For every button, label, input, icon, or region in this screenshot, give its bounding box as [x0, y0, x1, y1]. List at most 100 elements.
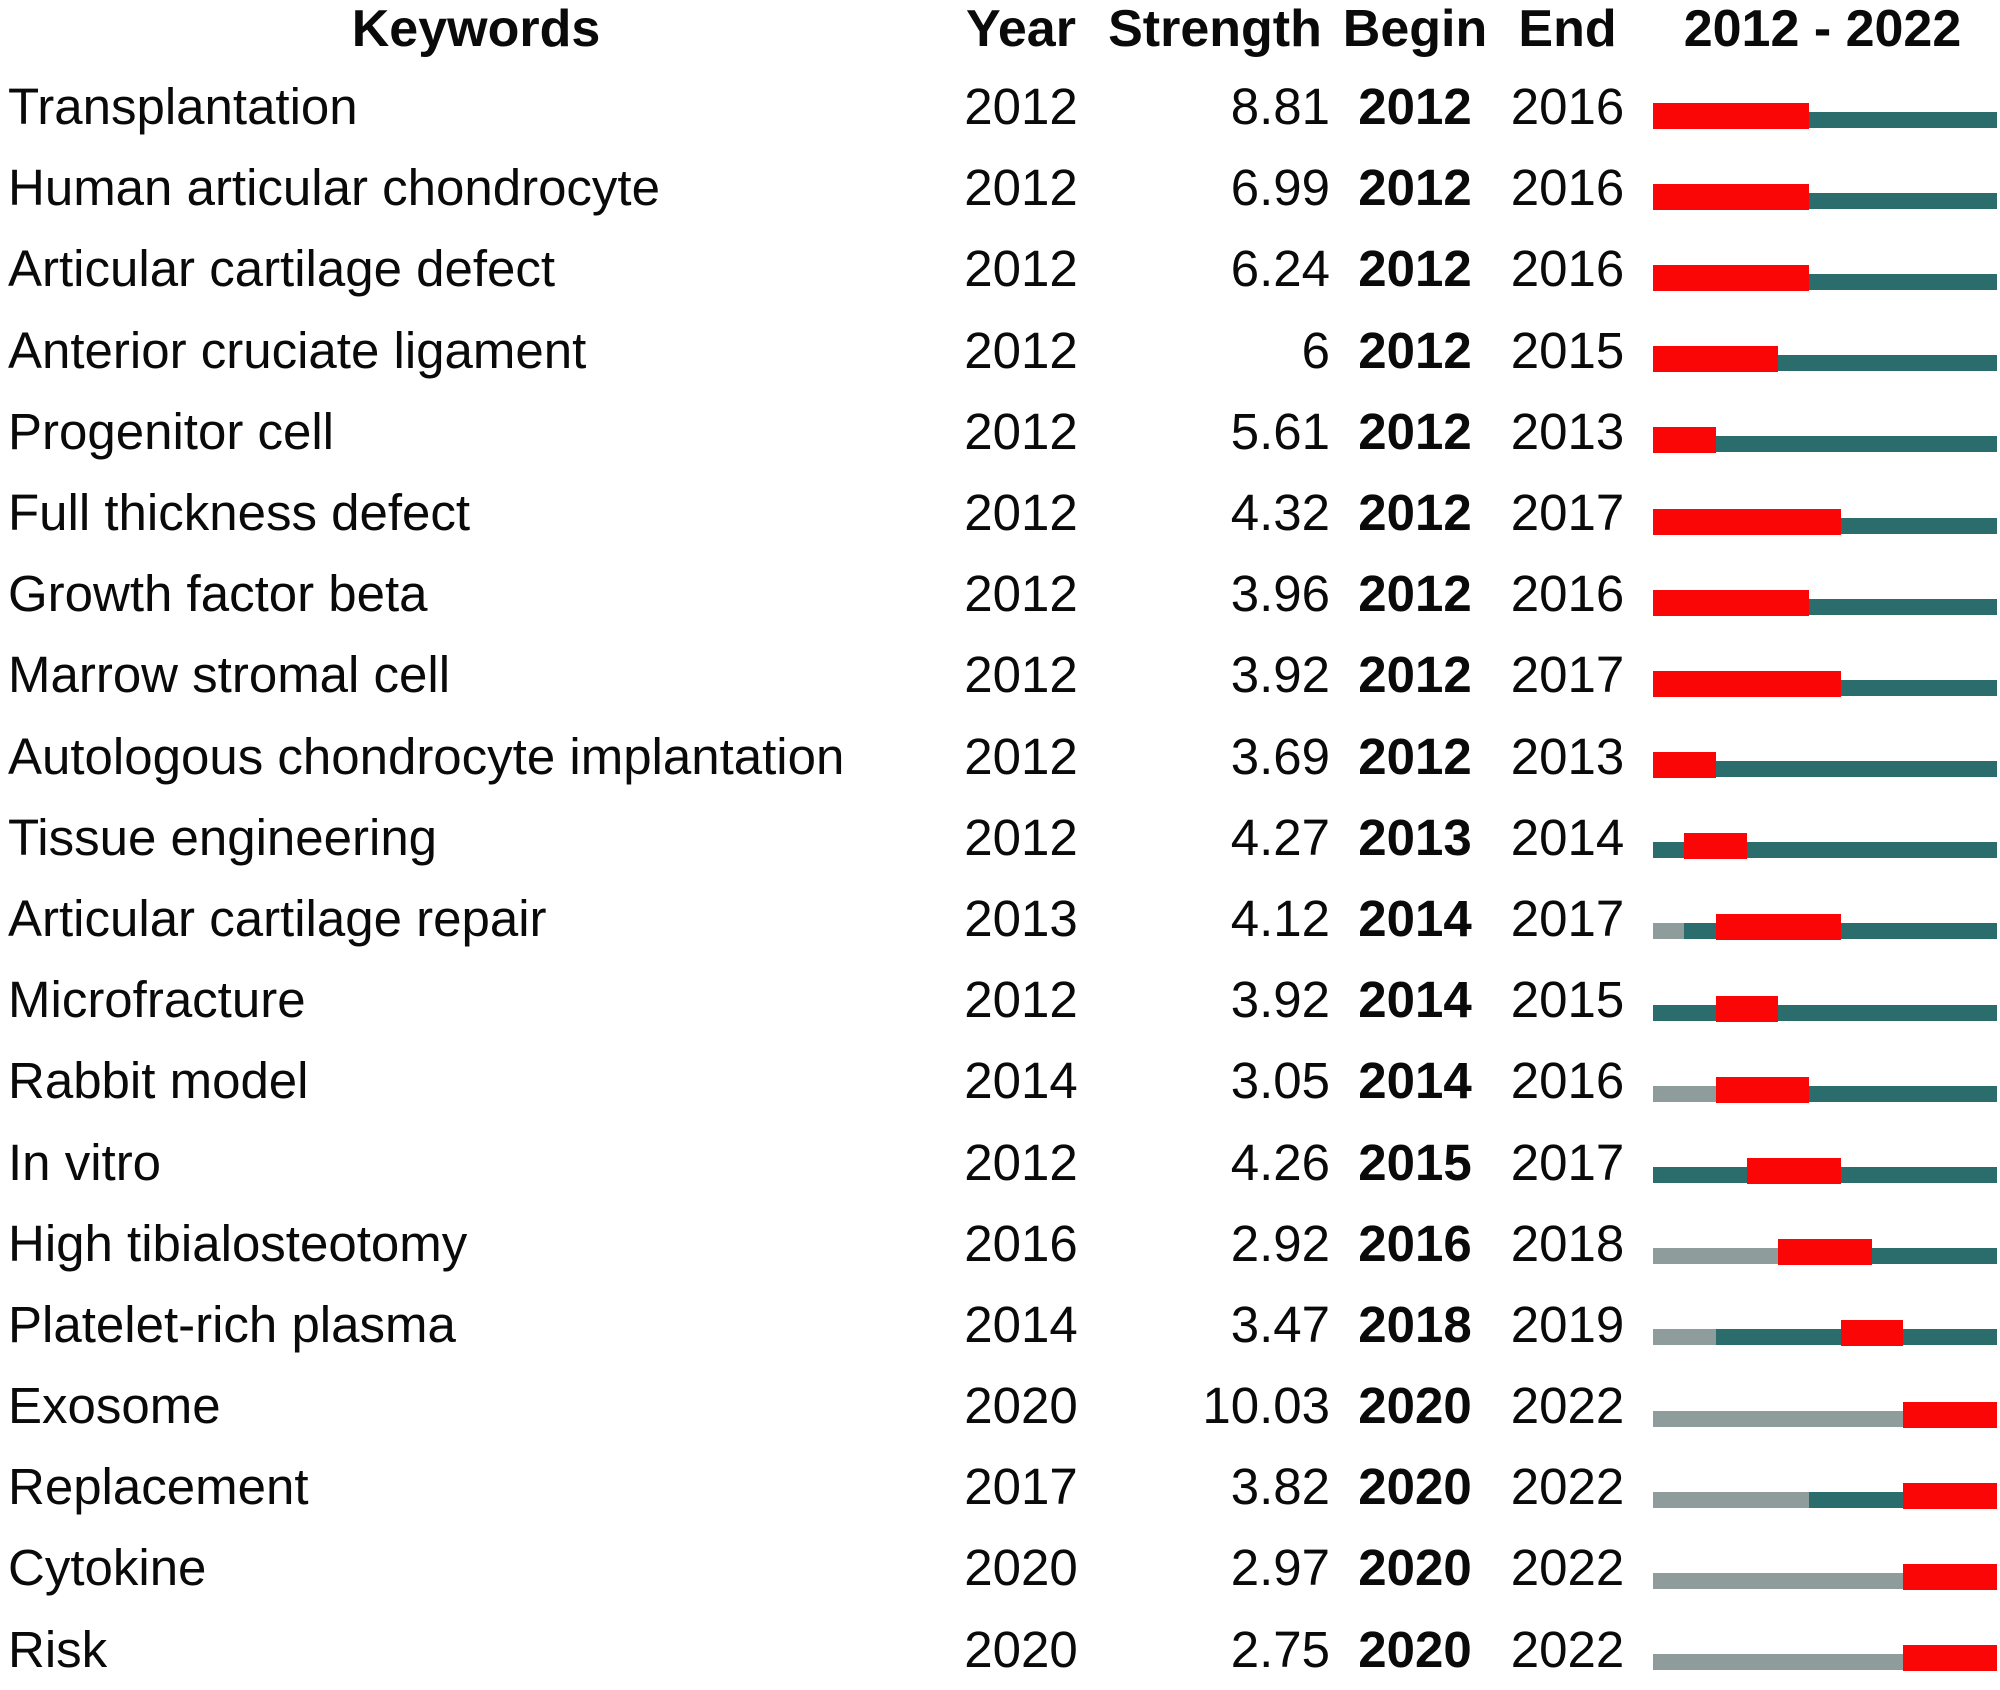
- table-row: Autologous chondrocyte implantation 2012 3…: [0, 716, 2000, 797]
- table-row: Progenitor cell 2012 5.61 2012 2013: [0, 391, 2000, 472]
- begin-cell: 2014: [1358, 889, 1472, 947]
- keyword-cell: Replacement: [8, 1458, 309, 1516]
- year-cell: 2012: [964, 808, 1078, 866]
- table-row: Rabbit model 2014 3.05 2014 2016: [0, 1040, 2000, 1121]
- keyword-cell: Articular cartilage defect: [8, 240, 556, 298]
- year-cell: 2012: [964, 484, 1078, 542]
- timeline-cell: [1645, 634, 2000, 715]
- year-cell: 2012: [964, 402, 1078, 460]
- strength-cell: 10.03: [1202, 1377, 1330, 1435]
- column-header-begin: Begin: [1342, 0, 1488, 58]
- burst-segment-red: [1840, 1320, 1904, 1347]
- keyword-cell: Growth factor beta: [8, 565, 428, 623]
- keyword-cell: Cytokine: [8, 1539, 207, 1597]
- year-cell: 2020: [964, 1539, 1078, 1597]
- burst-segment-red: [1653, 508, 1841, 535]
- keyword-cell: In vitro: [8, 1133, 162, 1191]
- year-cell: 2012: [964, 565, 1078, 623]
- begin-cell: 2014: [1358, 971, 1472, 1029]
- table-row: Microfracture 2012 3.92 2014 2015: [0, 959, 2000, 1040]
- burst-timeline-bar: [1653, 1158, 1997, 1185]
- year-cell: 2012: [964, 159, 1078, 217]
- end-cell: 2015: [1510, 971, 1625, 1029]
- end-cell: 2013: [1510, 402, 1625, 460]
- burst-segment-red: [1653, 752, 1716, 779]
- timeline-cell: [1645, 1284, 2000, 1365]
- table-row: Exosome 2020 10.03 2020 2022: [0, 1365, 2000, 1446]
- end-cell: 2016: [1510, 159, 1625, 217]
- strength-cell: 6: [1301, 321, 1330, 379]
- end-cell: 2016: [1510, 1052, 1625, 1110]
- column-header-year: Year: [966, 0, 1076, 58]
- end-cell: 2015: [1510, 321, 1625, 379]
- burst-timeline-bar: [1653, 1401, 1997, 1428]
- year-cell: 2012: [964, 727, 1078, 785]
- keyword-cell: Progenitor cell: [8, 402, 334, 460]
- keyword-cell: Autologous chondrocyte implantation: [8, 727, 845, 785]
- burst-timeline-bar: [1653, 183, 1997, 210]
- active-segment-teal: [1653, 1167, 1747, 1184]
- keyword-cell: High tibialosteotomy: [8, 1214, 468, 1272]
- end-cell: 2022: [1510, 1458, 1625, 1516]
- burst-timeline-bar: [1653, 670, 1997, 697]
- strength-cell: 3.05: [1230, 1052, 1330, 1110]
- year-cell: 2013: [964, 889, 1078, 947]
- burst-segment-red: [1653, 102, 1810, 129]
- end-cell: 2017: [1510, 1133, 1625, 1191]
- year-cell: 2014: [964, 1052, 1078, 1110]
- table-body: Transplantation 2012 8.81 2012 2016 Human art…: [0, 66, 2000, 1690]
- active-segment-teal: [1778, 1004, 1997, 1021]
- begin-cell: 2015: [1358, 1133, 1472, 1191]
- timeline-cell: [1645, 878, 2000, 959]
- timeline-cell: [1645, 1203, 2000, 1284]
- begin-cell: 2018: [1358, 1295, 1472, 1353]
- table-row: High tibialosteotomy 2016 2.92 2016 2018: [0, 1203, 2000, 1284]
- begin-cell: 2012: [1358, 565, 1472, 623]
- burst-segment-red: [1653, 346, 1779, 373]
- strength-cell: 6.99: [1230, 159, 1330, 217]
- year-cell: 2014: [964, 1295, 1078, 1353]
- strength-cell: 6.24: [1230, 240, 1330, 298]
- begin-cell: 2020: [1358, 1539, 1472, 1597]
- begin-cell: 2012: [1358, 727, 1472, 785]
- burst-timeline-bar: [1653, 589, 1997, 616]
- begin-cell: 2012: [1358, 484, 1472, 542]
- active-segment-teal: [1809, 192, 1997, 209]
- end-cell: 2017: [1510, 646, 1625, 704]
- begin-cell: 2013: [1358, 808, 1472, 866]
- pre-segment-gray: [1653, 1654, 1904, 1671]
- end-cell: 2022: [1510, 1377, 1625, 1435]
- active-segment-teal: [1840, 679, 1997, 696]
- table-row: Human articular chondrocyte 2012 6.99 2012 2…: [0, 147, 2000, 228]
- active-segment-teal: [1840, 923, 1997, 940]
- active-segment-teal: [1715, 1329, 1841, 1346]
- timeline-cell: [1645, 553, 2000, 634]
- timeline-cell: [1645, 228, 2000, 309]
- burst-segment-red: [1715, 914, 1841, 941]
- pre-segment-gray: [1653, 1491, 1810, 1508]
- burst-segment-red: [1746, 1158, 1841, 1185]
- table-row: Risk 2020 2.75 2020 2022: [0, 1609, 2000, 1690]
- table-row: Marrow stromal cell 2012 3.92 2012 2017: [0, 634, 2000, 715]
- end-cell: 2014: [1510, 808, 1625, 866]
- keyword-cell: Rabbit model: [8, 1052, 309, 1110]
- pre-segment-gray: [1653, 1410, 1904, 1427]
- burst-timeline-bar: [1653, 752, 1997, 779]
- end-cell: 2022: [1510, 1620, 1625, 1678]
- keyword-cell: Platelet-rich plasma: [8, 1295, 456, 1353]
- burst-segment-red: [1653, 264, 1810, 291]
- active-segment-teal: [1653, 1004, 1716, 1021]
- strength-cell: 5.61: [1230, 402, 1330, 460]
- strength-cell: 3.92: [1230, 971, 1330, 1029]
- begin-cell: 2012: [1358, 646, 1472, 704]
- pre-segment-gray: [1653, 1329, 1716, 1346]
- active-segment-teal: [1840, 1167, 1997, 1184]
- burst-timeline-bar: [1653, 346, 1997, 373]
- active-segment-teal: [1715, 436, 1997, 453]
- active-segment-teal: [1871, 1248, 1997, 1265]
- year-cell: 2017: [964, 1458, 1078, 1516]
- end-cell: 2013: [1510, 727, 1625, 785]
- keyword-cell: Articular cartilage repair: [8, 889, 547, 947]
- year-cell: 2012: [964, 321, 1078, 379]
- year-cell: 2016: [964, 1214, 1078, 1272]
